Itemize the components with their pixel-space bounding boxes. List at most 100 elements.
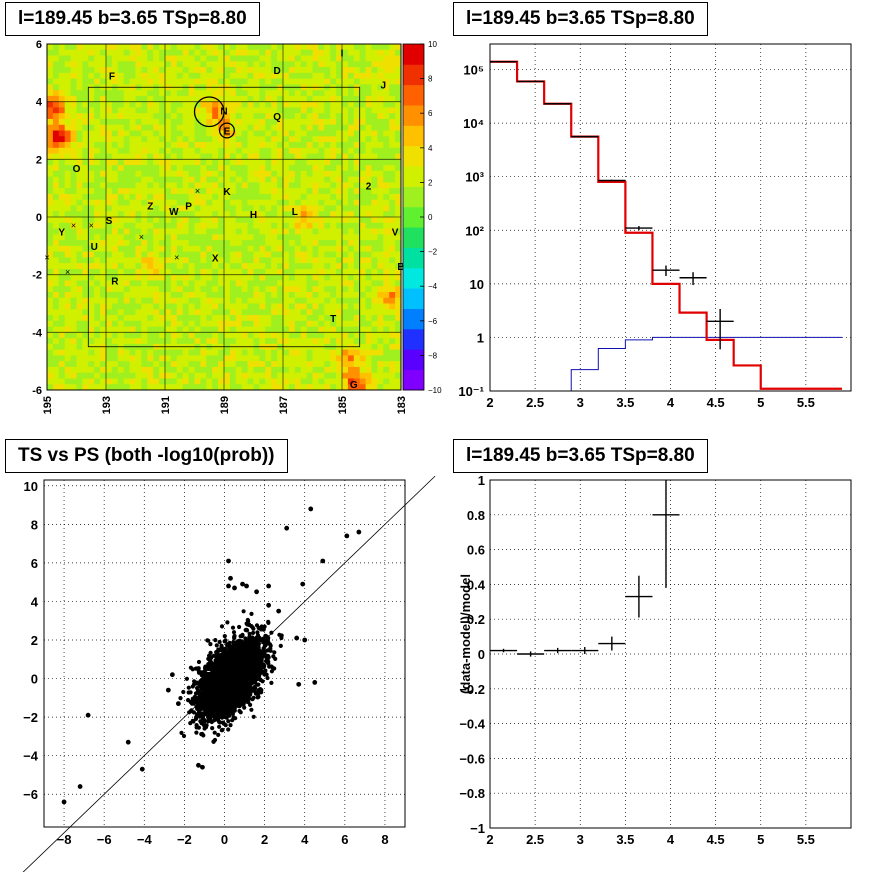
map-cell	[170, 326, 178, 333]
map-cell	[153, 315, 160, 322]
map-cell	[365, 297, 372, 304]
map-cell	[70, 257, 77, 264]
map-cell	[342, 297, 349, 304]
map-cell	[330, 113, 337, 120]
map-cell	[247, 372, 254, 379]
map-cell	[241, 361, 248, 368]
map-cell	[170, 268, 178, 276]
map-cell	[117, 159, 125, 166]
map-cell	[347, 101, 355, 108]
map-cell	[153, 113, 160, 120]
map-cell	[106, 257, 113, 264]
map-cell	[365, 136, 372, 143]
map-cell	[383, 142, 390, 149]
map-cell	[259, 118, 266, 126]
map-cell	[330, 61, 337, 68]
map-cell	[312, 309, 319, 316]
map-cell	[271, 222, 278, 229]
map-cell	[70, 349, 77, 356]
map-cell	[342, 124, 349, 131]
map-cell	[342, 286, 349, 293]
map-cell	[64, 44, 71, 51]
map-cell	[235, 303, 243, 310]
map-cell	[135, 61, 142, 68]
scatter-point	[214, 643, 219, 648]
map-cell	[100, 101, 107, 108]
map-cell	[212, 142, 219, 149]
map-cell	[353, 67, 361, 74]
map-cell	[182, 222, 189, 229]
map-cell	[330, 291, 337, 299]
map-cell	[288, 44, 296, 51]
map-cell	[294, 101, 302, 108]
map-cell	[58, 188, 66, 195]
spectrum-data-point	[652, 265, 680, 277]
map-cell	[212, 268, 219, 276]
map-cell	[359, 193, 366, 201]
map-cell	[359, 291, 366, 299]
map-cell	[188, 199, 195, 206]
scatter-y-tick-label: 8	[31, 517, 38, 532]
map-cell	[165, 113, 172, 120]
map-cell	[170, 49, 178, 56]
colorbar-segment	[403, 145, 424, 167]
map-cell	[294, 118, 302, 126]
map-source-label: D	[273, 66, 280, 77]
map-cell	[224, 384, 231, 391]
map-cell	[235, 193, 243, 201]
map-cell	[212, 291, 219, 299]
map-cell	[94, 286, 101, 293]
map-cell	[206, 176, 213, 183]
map-cell	[371, 332, 378, 339]
map-cell	[383, 286, 390, 293]
map-cell	[324, 228, 331, 235]
map-cross-marker: ×	[174, 252, 179, 262]
map-cell	[336, 303, 343, 310]
map-cell	[365, 228, 372, 235]
map-cell	[182, 297, 189, 304]
map-cell	[194, 44, 201, 51]
map-cell	[224, 378, 231, 385]
map-cell	[241, 165, 248, 172]
map-cell	[371, 274, 378, 281]
map-cell	[194, 338, 201, 345]
map-cell	[224, 332, 231, 339]
map-cell	[277, 61, 284, 68]
map-cell	[336, 286, 343, 293]
map-cell	[383, 245, 390, 252]
map-cell	[206, 55, 213, 62]
map-cell	[64, 332, 71, 339]
map-cell	[359, 355, 366, 362]
map-cell	[359, 188, 366, 195]
map-cell	[170, 338, 178, 345]
map-cell	[82, 193, 89, 201]
map-cell	[123, 49, 130, 56]
map-cell	[170, 378, 178, 385]
map-cell	[212, 72, 219, 79]
map-cell	[106, 159, 113, 166]
map-cell	[253, 136, 260, 143]
map-cell	[241, 320, 248, 327]
map-cell	[76, 320, 83, 327]
map-cell	[82, 147, 89, 154]
map-cell	[58, 349, 66, 356]
map-cell	[58, 176, 66, 183]
map-cell	[277, 372, 284, 379]
map-source-label: E	[224, 127, 231, 138]
map-cell	[318, 170, 325, 178]
map-cell	[182, 355, 189, 362]
map-x-tick-label: 185	[337, 396, 349, 414]
map-cell	[247, 222, 254, 229]
map-cell	[247, 176, 254, 183]
map-cell	[129, 245, 136, 252]
map-cell	[353, 95, 361, 103]
map-cell	[70, 188, 77, 195]
map-cell	[224, 142, 231, 149]
map-cell	[395, 217, 402, 224]
map-cell	[342, 355, 349, 362]
map-cell	[153, 355, 160, 362]
map-cell	[176, 153, 184, 160]
map-cell	[277, 384, 284, 391]
map-cell	[336, 124, 343, 131]
map-cell	[135, 361, 142, 368]
